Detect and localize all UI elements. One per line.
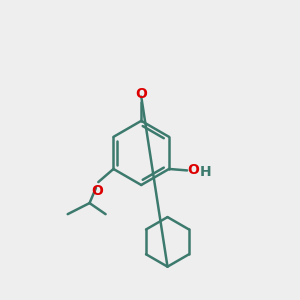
Text: O: O [135,87,147,101]
Text: O: O [188,164,200,177]
Text: H: H [200,165,211,179]
Text: O: O [91,184,103,197]
